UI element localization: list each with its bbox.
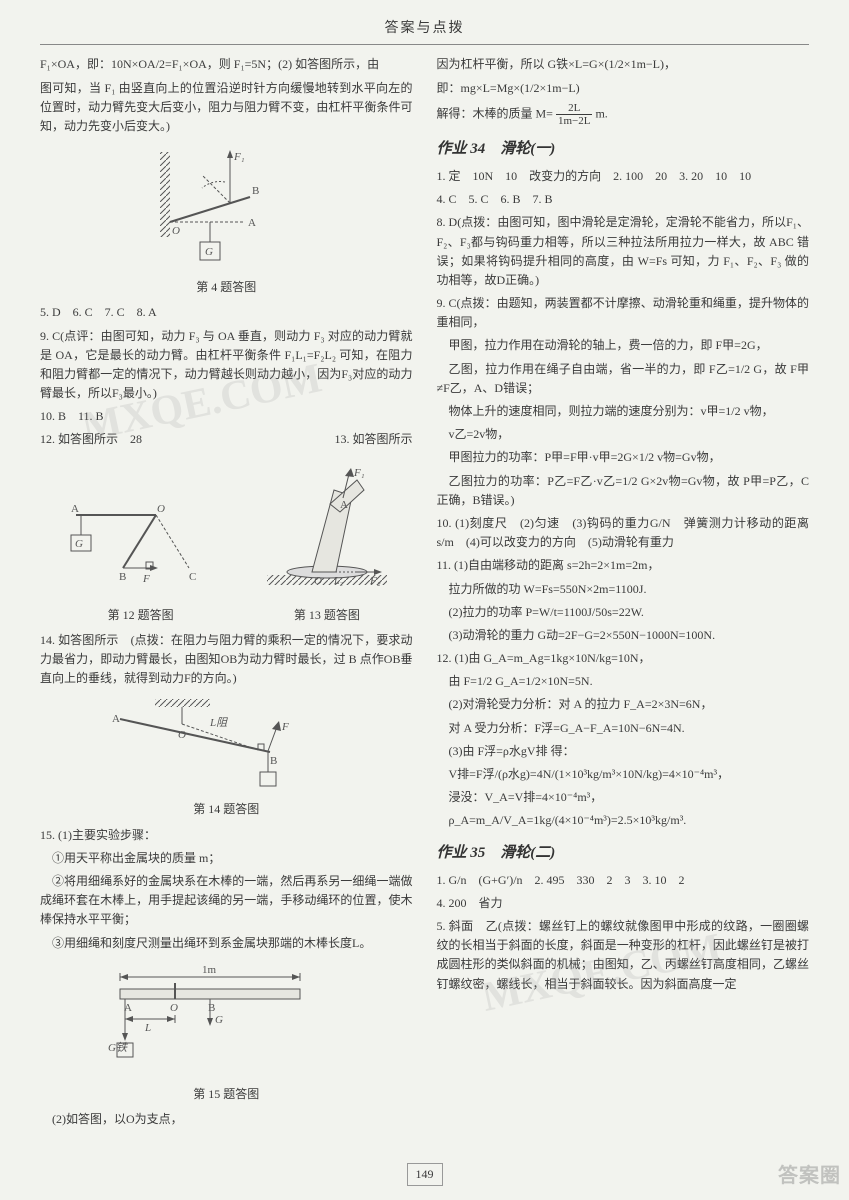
svg-text:B: B [270, 755, 277, 767]
p9: 9. C(点评：由图可知，动力 F₃ 与 OA 垂直，则动力 F₃ 对应的动力臂… [40, 327, 413, 404]
caption-4: 第 4 题答图 [40, 278, 413, 297]
svg-text:O: O [172, 225, 180, 237]
a34-12h: ρ_A=m_A/V_A=1kg/(4×10⁻⁴m³)=2.5×10³kg/m³. [437, 811, 810, 830]
svg-text:F₁: F₁ [353, 467, 365, 479]
a34-12b: 由 F=1/2 G_A=1/2×10N=5N. [437, 672, 810, 691]
r3a: 解得：木棒的质量 M= [437, 106, 553, 120]
svg-text:1m: 1m [202, 964, 217, 976]
svg-text:F: F [142, 573, 150, 585]
svg-text:B: B [252, 185, 259, 197]
section-35: 作业 35 滑轮(二) [437, 841, 810, 865]
diagram-15: 1m A O B G G铁 L [90, 959, 330, 1079]
a34-11d: (3)动滑轮的重力 G动=2F−G=2×550N−1000N=100N. [437, 626, 810, 645]
a34-9e: v乙=2v物， [437, 425, 810, 444]
p1: F₁×OA，即：10N×OA/2=F₁×OA，则 F₁=5N；(2) 如答图所示… [40, 55, 413, 74]
left-column: F₁×OA，即：10N×OA/2=F₁×OA，则 F₁=5N；(2) 如答图所示… [40, 55, 413, 1133]
svg-text:F₂: F₂ [369, 575, 381, 587]
caption-13: 第 13 题答图 [262, 606, 392, 625]
a34-10: 10. (1)刻度尺 (2)匀速 (3)钩码的重力G/N 弹簧测力计移动的距离s… [437, 514, 810, 552]
a34-2: 4. C 5. C 6. B 7. B [437, 190, 810, 209]
r1: 因为杠杆平衡，所以 G铁×L=G×(1/2×1m−L)， [437, 55, 810, 74]
ans10: 10. B 11. B [40, 407, 413, 426]
right-column: 因为杠杆平衡，所以 G铁×L=G×(1/2×1m−L)， 即：mg×L=Mg×(… [437, 55, 810, 1133]
svg-text:O: O [170, 1002, 178, 1014]
p15c: ②将用细绳系好的金属块系在木棒的一端，然后再系另一细绳一端做成绳环套在木棒上，用… [40, 872, 413, 930]
svg-text:A: A [71, 503, 79, 515]
a34-12g: 浸没：V_A=V排=4×10⁻⁴m³， [437, 788, 810, 807]
svg-text:G: G [205, 246, 213, 258]
svg-text:B: B [208, 1002, 215, 1014]
p15b: ①用天平称出金属块的质量 m； [40, 849, 413, 868]
a34-12d: 对 A 受力分析：F浮=G_A−F_A=10N−6N=4N. [437, 719, 810, 738]
corner-brand: 答案圈 [778, 1160, 841, 1192]
p12: 12. 如答图所示 28 [40, 430, 142, 449]
a34-11c: (2)拉力的功率 P=W/t=1100J/50s=22W. [437, 603, 810, 622]
content-columns: F₁×OA，即：10N×OA/2=F₁×OA，则 F₁=5N；(2) 如答图所示… [40, 55, 809, 1133]
svg-text:O: O [157, 503, 165, 515]
p15d: ③用细绳和刻度尺测量出绳环到系金属块那端的木棒长度L。 [40, 934, 413, 953]
diagram-14: A O L阻 F B [100, 694, 320, 794]
a34-9c: 乙图，拉力作用在绳子自由端，省一半的力，即 F乙=1/2 G，故 F甲≠F乙，A… [437, 360, 810, 398]
a34-9g: 乙图拉力的功率：P乙=F乙·v乙=1/2 G×2v物=Gv物，故 P甲=P乙，C… [437, 472, 810, 510]
a35-1: 1. G/n (G+G′)/n 2. 495 330 2 3 3. 10 2 [437, 871, 810, 890]
p15a: 15. (1)主要实验步骤： [40, 826, 413, 845]
a34-11a: 11. (1)自由端移动的距离 s=2h=2×1m=2m， [437, 556, 810, 575]
svg-text:A: A [340, 499, 348, 511]
svg-text:A: A [112, 713, 120, 725]
svg-text:F: F [281, 721, 289, 733]
svg-text:O: O [178, 729, 186, 741]
svg-text:L阻: L阻 [209, 717, 228, 729]
caption-15: 第 15 题答图 [40, 1085, 413, 1104]
a34-9a: 9. C(点拨：由题知，两装置都不计摩擦、动滑轮重和绳重，提升物体的重相同， [437, 294, 810, 332]
a34-1: 1. 定 10N 10 改变力的方向 2. 100 20 3. 20 10 10 [437, 167, 810, 186]
r3: 解得：木棒的质量 M= 2L1m−2L m. [437, 102, 810, 127]
svg-text:O: O [314, 575, 322, 587]
page-header: 答案与点拨 [40, 18, 809, 45]
caption-14: 第 14 题答图 [40, 800, 413, 819]
svg-text:G: G [75, 538, 83, 550]
a34-12a: 12. (1)由 G_A=m_Ag=1kg×10N/kg=10N， [437, 649, 810, 668]
r2: 即：mg×L=Mg×(1/2×1m−L) [437, 79, 810, 98]
svg-text:B: B [119, 571, 126, 583]
caption-12: 第 12 题答图 [61, 606, 221, 625]
diagram-12: A O B C F G [61, 490, 221, 600]
a34-8: 8. D(点拨：由图可知，图中滑轮是定滑轮，定滑轮不能省力，所以F₁、F₂、F₃… [437, 213, 810, 290]
a34-12f: V排=F浮/(ρ水g)=4N/(1×10³kg/m³×10N/kg)=4×10⁻… [437, 765, 810, 784]
svg-text:L₂: L₂ [333, 576, 344, 587]
svg-text:C: C [189, 571, 196, 583]
svg-text:F₁: F₁ [233, 151, 245, 163]
p14: 14. 如答图所示 (点拨：在阻力与阻力臂的乘积一定的情况下，要求动力最省力，即… [40, 631, 413, 689]
diagram-4: A O B F₁ G [130, 142, 290, 272]
a34-12c: (2)对滑轮受力分析：对 A 的拉力 F_A=2×3N=6N， [437, 695, 810, 714]
r3b: m. [595, 106, 607, 120]
r3frac: 2L1m−2L [556, 102, 592, 127]
a35-4: 4. 200 省力 [437, 894, 810, 913]
svg-text:L: L [144, 1022, 151, 1034]
a34-12e: (3)由 F浮=ρ水gV排 得： [437, 742, 810, 761]
ans5: 5. D 6. C 7. C 8. A [40, 303, 413, 322]
a34-11b: 拉力所做的功 W=Fs=550N×2m=1100J. [437, 580, 810, 599]
svg-text:A: A [248, 217, 256, 229]
svg-text:G: G [215, 1014, 223, 1026]
page-number: 149 [407, 1163, 443, 1186]
p15e: (2)如答图，以O为支点， [40, 1110, 413, 1129]
diagram-13: F₁ A O L₂ F₂ [262, 460, 392, 600]
a34-9b: 甲图，拉力作用在动滑轮的轴上，费一倍的力，即 F甲=2G， [437, 336, 810, 355]
a35-5: 5. 斜面 乙(点拨：螺丝钉上的螺纹就像图甲中形成的纹路，一圈圈螺纹的长相当于斜… [437, 917, 810, 994]
section-34: 作业 34 滑轮(一) [437, 137, 810, 161]
a34-9d: 物体上升的速度相同，则拉力端的速度分别为：v甲=1/2 v物， [437, 402, 810, 421]
p2: 图可知，当 F₁ 由竖直向上的位置沿逆时针方向缓慢地转到水平向左的位置时，动力臂… [40, 79, 413, 137]
a34-9f: 甲图拉力的功率：P甲=F甲·v甲=2G×1/2 v物=Gv物， [437, 448, 810, 467]
p13: 13. 如答图所示 [334, 430, 412, 449]
